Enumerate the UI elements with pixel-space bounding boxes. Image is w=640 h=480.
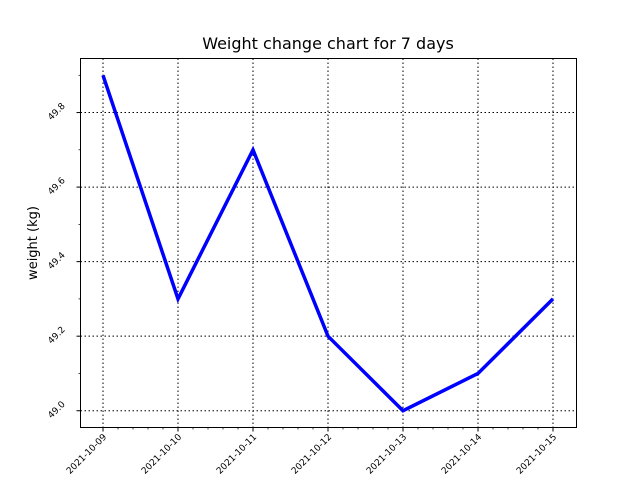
chart-title: Weight change chart for 7 days	[202, 34, 454, 53]
series-layer	[101, 74, 555, 413]
y-axis-label: weight (kg)	[26, 206, 41, 280]
